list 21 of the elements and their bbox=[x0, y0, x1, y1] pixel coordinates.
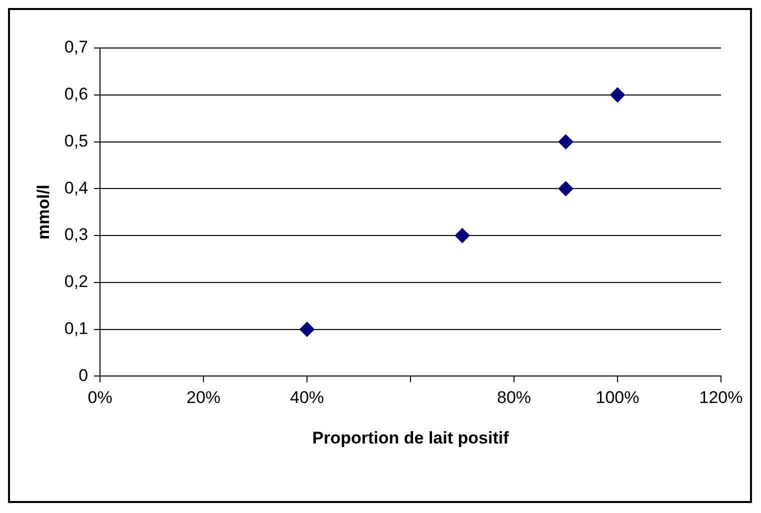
x-axis-title: Proportion de lait positif bbox=[312, 428, 510, 448]
y-axis-title: mmol/l bbox=[34, 184, 53, 240]
point bbox=[558, 134, 574, 150]
point bbox=[300, 322, 315, 337]
x-tick-label: 80% bbox=[496, 388, 532, 408]
y-tick-label: 0,7 bbox=[64, 38, 88, 57]
x-tick-label: 20% bbox=[186, 388, 221, 408]
x-tick-label: 40% bbox=[290, 388, 324, 408]
y-tick-label: 0 bbox=[78, 366, 88, 385]
y-tick-label: 0,4 bbox=[64, 178, 88, 198]
y-tick-label: 0,5 bbox=[64, 131, 88, 150]
y-tick-label: 0,6 bbox=[64, 84, 88, 104]
point bbox=[610, 87, 626, 102]
point bbox=[454, 228, 470, 244]
x-tick-label: 0% bbox=[88, 388, 112, 408]
y-tick-label: 0,2 bbox=[64, 272, 88, 292]
point bbox=[558, 181, 574, 196]
y-tick-label: 0,3 bbox=[64, 225, 88, 244]
x-tick-label: 100% bbox=[596, 388, 640, 408]
y-tick-label: 0,1 bbox=[64, 319, 88, 338]
x-tick-label: 120% bbox=[699, 388, 743, 408]
